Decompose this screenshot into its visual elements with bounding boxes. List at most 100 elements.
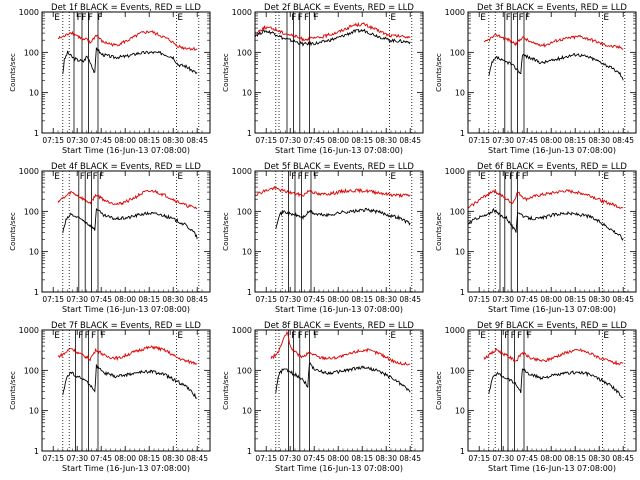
y-axis-label: Counts/sec	[9, 53, 17, 92]
x-tick-label: 08:45	[612, 295, 634, 304]
y-axis-label: Counts/sec	[435, 371, 443, 410]
x-tick-label: 08:45	[399, 295, 421, 304]
x-tick-label: 08:00	[114, 295, 136, 304]
x-tick-label: 08:45	[186, 454, 208, 463]
x-tick-label: 07:45	[516, 454, 538, 463]
y-tick-label: 10	[29, 248, 39, 257]
y-axis-label: Counts/sec	[435, 212, 443, 251]
marker-label: F	[304, 13, 309, 23]
x-tick-label: 07:45	[516, 295, 538, 304]
marker-label: F	[101, 331, 106, 341]
x-tick-label: 07:45	[303, 136, 325, 145]
x-tick-label: 08:30	[162, 295, 184, 304]
x-axis-label: Start Time (16-Jun-13 07:08:00)	[488, 464, 616, 473]
events-series-line	[275, 207, 411, 230]
x-tick-label: 08:00	[114, 136, 136, 145]
lld-series-line	[467, 188, 624, 209]
x-tick-label: 07:30	[492, 454, 514, 463]
x-tick-label: 08:15	[351, 136, 373, 145]
marker-label: F	[314, 13, 319, 23]
y-tick-label: 10	[29, 407, 39, 416]
x-tick-label: 07:15	[468, 136, 490, 145]
x-tick-label: 08:30	[162, 454, 184, 463]
y-tick-label: 1	[460, 447, 465, 456]
marker-label: F	[314, 331, 319, 341]
plot-frame	[254, 170, 424, 293]
x-tick-label: 07:15	[42, 295, 64, 304]
x-axis-label: Start Time (16-Jun-13 07:08:00)	[62, 464, 190, 473]
lld-series-line	[483, 347, 624, 366]
y-tick-label: 1	[247, 129, 252, 138]
y-tick-label: 100	[450, 366, 465, 375]
x-tick-label: 08:00	[540, 454, 562, 463]
marker-label: E	[480, 331, 486, 341]
y-tick-label: 1000	[232, 8, 252, 17]
x-tick-label: 07:30	[66, 295, 88, 304]
marker-label: E	[54, 172, 60, 182]
y-tick-label: 1	[34, 288, 39, 297]
lld-series-line	[57, 345, 198, 366]
panel-title: Det 8f BLACK = Events, RED = LLD	[264, 321, 414, 331]
x-axis-label: Start Time (16-Jun-13 07:08:00)	[488, 305, 616, 314]
marker-label: E	[480, 172, 486, 182]
x-tick-label: 08:30	[588, 295, 610, 304]
marker-label: F	[99, 172, 104, 182]
x-tick-label: 08:45	[399, 454, 421, 463]
x-tick-label: 07:30	[279, 136, 301, 145]
events-series-line	[62, 207, 198, 240]
x-tick-label: 08:30	[375, 454, 397, 463]
y-tick-label: 100	[24, 48, 39, 57]
panel-title: Det 4f BLACK = Events, RED = LLD	[51, 162, 201, 172]
marker-label: E	[54, 331, 60, 341]
x-tick-label: 08:45	[612, 454, 634, 463]
x-tick-label: 08:15	[138, 136, 160, 145]
y-tick-label: 1000	[232, 326, 252, 335]
marker-label: F	[517, 331, 522, 341]
x-tick-label: 08:15	[351, 454, 373, 463]
y-tick-label: 1	[247, 447, 252, 456]
x-tick-label: 07:15	[42, 136, 64, 145]
x-tick-label: 07:15	[42, 454, 64, 463]
marker-label: E	[177, 13, 183, 23]
y-tick-label: 1	[247, 288, 252, 297]
marker-label: F	[298, 331, 303, 341]
marker-label: E	[603, 331, 609, 341]
x-tick-label: 08:45	[186, 295, 208, 304]
y-tick-label: 10	[455, 89, 465, 98]
x-tick-label: 08:15	[138, 295, 160, 304]
panel-title: Det 7f BLACK = Events, RED = LLD	[51, 321, 201, 331]
x-tick-label: 07:30	[492, 136, 514, 145]
lld-series-line	[483, 33, 624, 50]
marker-label: F	[504, 172, 509, 182]
marker-label: F	[506, 13, 511, 23]
y-tick-label: 1000	[19, 167, 39, 176]
marker-label: E	[603, 172, 609, 182]
x-tick-label: 08:15	[564, 295, 586, 304]
x-tick-label: 08:00	[327, 136, 349, 145]
y-tick-label: 10	[455, 248, 465, 257]
x-axis-label: Start Time (16-Jun-13 07:08:00)	[62, 305, 190, 314]
plot-frame	[254, 11, 424, 134]
marker-label: F	[525, 13, 530, 23]
y-axis-label: Counts/sec	[435, 53, 443, 92]
x-tick-label: 07:45	[90, 295, 112, 304]
x-tick-label: 08:45	[186, 136, 208, 145]
x-axis-label: Start Time (16-Jun-13 07:08:00)	[488, 146, 616, 155]
y-tick-label: 1	[34, 129, 39, 138]
panel-title: Det 1f BLACK = Events, RED = LLD	[51, 3, 201, 13]
marker-label: F	[511, 331, 516, 341]
marker-label: F	[86, 172, 91, 182]
panel-title: Det 5f BLACK = Events, RED = LLD	[264, 162, 414, 172]
marker-label: E	[177, 172, 183, 182]
y-tick-label: 100	[24, 207, 39, 216]
y-tick-label: 1000	[445, 8, 465, 17]
y-axis-label: Counts/sec	[9, 371, 17, 410]
plot-frame	[41, 11, 211, 134]
y-tick-label: 100	[237, 366, 252, 375]
marker-label: E	[54, 13, 60, 23]
